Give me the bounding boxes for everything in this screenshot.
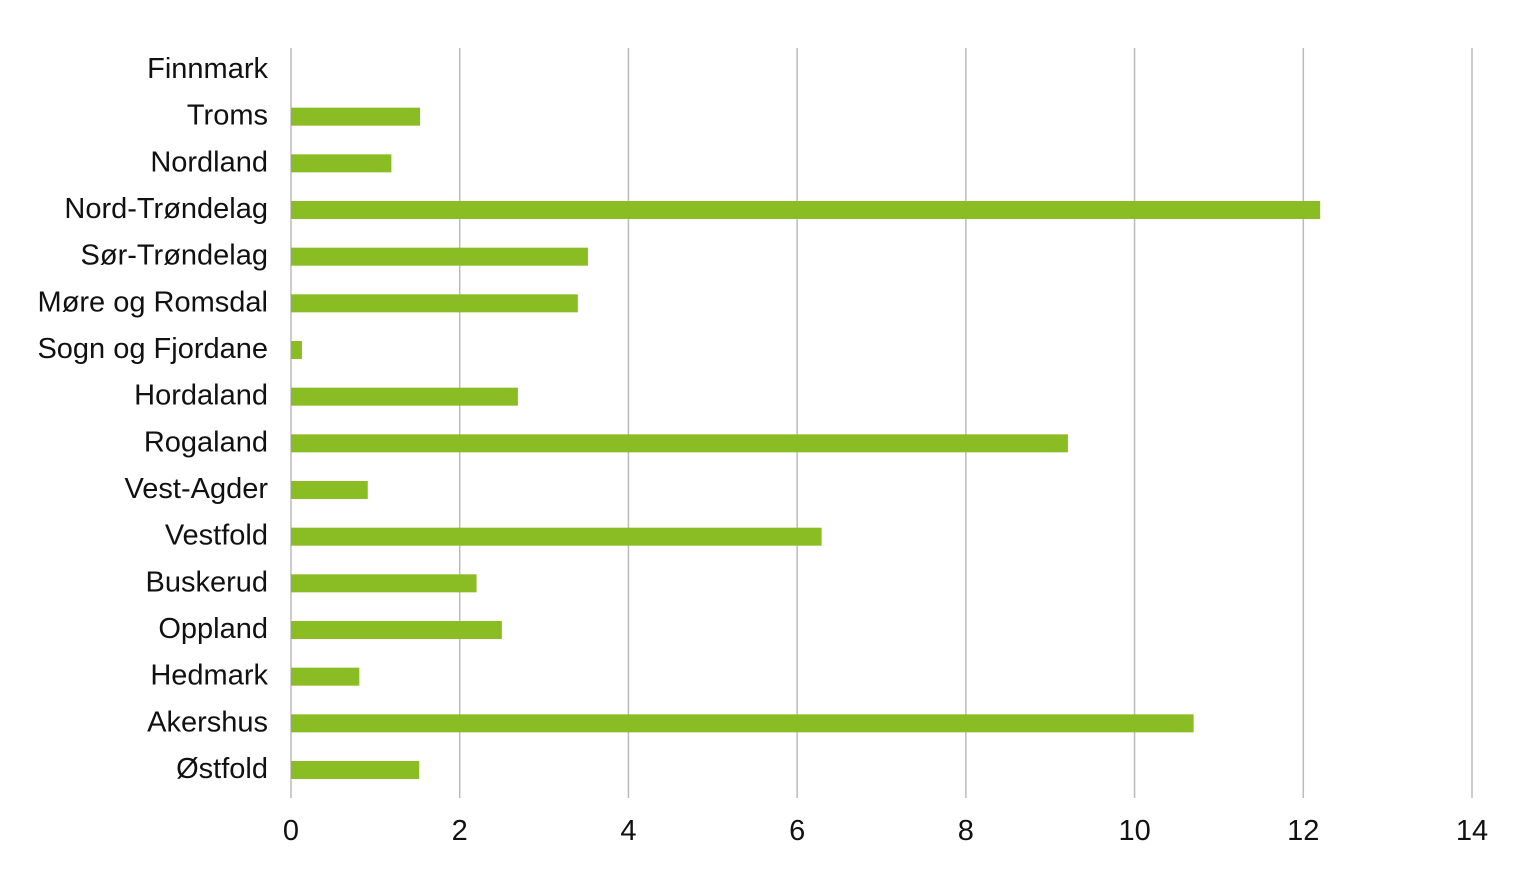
x-tick-label: 0 (283, 815, 299, 847)
category-label: Sogn og Fjordane (37, 333, 268, 365)
bar-buskerud (291, 574, 477, 593)
bar-vestfold (291, 527, 822, 546)
category-label: Vestfold (165, 520, 268, 552)
bar-sør-trøndelag (291, 247, 588, 266)
category-label: Møre og Romsdal (38, 286, 268, 318)
category-label: Troms (187, 100, 268, 132)
bar-rogaland (291, 434, 1068, 453)
x-tick-label: 2 (452, 815, 468, 847)
bar-oppland (291, 621, 502, 639)
bar-møre-og-romsdal (291, 294, 578, 313)
category-label: Rogaland (144, 426, 268, 458)
x-tick-label: 10 (1118, 815, 1150, 847)
category-label: Hedmark (150, 660, 268, 692)
bar-sogn-og-fjordane (291, 341, 302, 359)
bar-nord-trøndelag (291, 201, 1321, 219)
bar-vest-agder (291, 481, 368, 499)
category-label: Vest-Agder (125, 473, 269, 505)
x-tick-label: 6 (789, 815, 805, 847)
bar-troms (291, 107, 421, 126)
x-tick-label: 4 (620, 815, 636, 847)
category-label: Nord-Trøndelag (64, 193, 268, 225)
bar-nordland (291, 154, 392, 173)
category-label: Hordaland (134, 380, 268, 412)
bar-akershus (291, 714, 1194, 733)
category-label: Nordland (150, 146, 268, 178)
x-tick-label: 14 (1456, 815, 1488, 847)
category-label: Akershus (147, 706, 268, 738)
category-label: Buskerud (145, 566, 268, 598)
bar-hordaland (291, 387, 518, 406)
bar-østfold (291, 761, 420, 779)
x-tick-label: 8 (958, 815, 974, 847)
category-label: Finnmark (147, 53, 268, 85)
category-label: Oppland (158, 613, 268, 645)
category-label: Østfold (176, 753, 268, 785)
category-label: Sør-Trøndelag (81, 240, 268, 272)
bar-hedmark (291, 667, 360, 686)
x-tick-label: 12 (1287, 815, 1319, 847)
